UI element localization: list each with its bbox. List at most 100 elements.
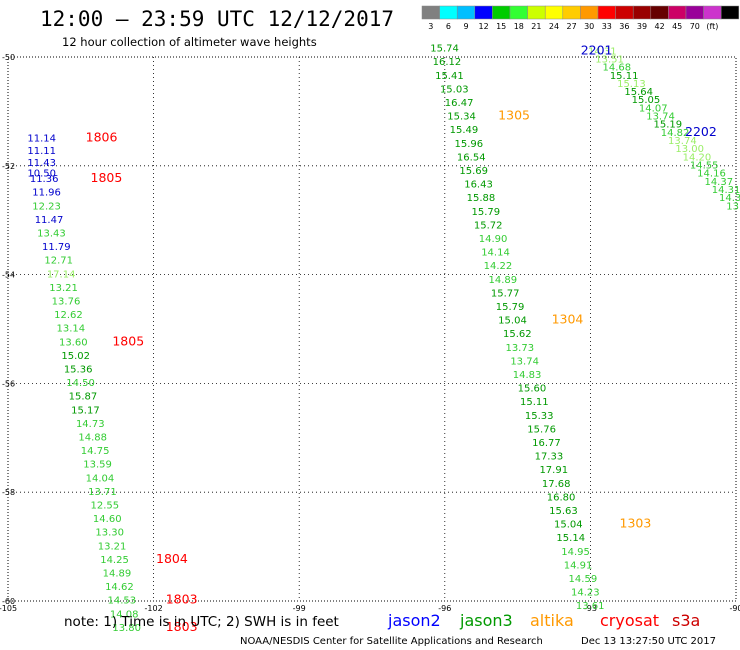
wave-height-value: 16.47 [445,98,474,109]
wave-height-value: 14.90 [479,234,508,245]
wave-height-value: 14.22 [484,261,513,272]
legend-label: 9 [463,22,468,31]
legend-swatch [492,5,511,20]
pass-number-label: 1805 [91,170,123,185]
wave-height-value: 13.80 [112,623,141,634]
x-tick-label: -90 [729,604,740,613]
wave-height-value: 11.47 [35,215,64,226]
footer-timestamp: Dec 13 13:27:50 UTC 2017 [581,636,716,647]
legend-swatch [439,5,458,20]
y-tick-label: -54 [2,271,15,280]
x-axis-ticks: -105 -102 -99 -96 -93 -90 [0,604,740,613]
legend-label: 42 [655,22,665,31]
wave-height-value: 14.89 [488,275,517,286]
wave-height-value: 10.50 [27,169,56,180]
wave-height-value: 15.87 [69,392,98,403]
wave-height-value: 15.36 [64,365,93,376]
wave-height-value: 17.68 [542,479,571,490]
wave-height-value: 13.30 [95,528,124,539]
wave-height-value: 15.05 [632,95,661,106]
legend-swatch [720,5,740,20]
wave-height-value: 13.74 [510,356,539,367]
pass-number-label: 1305 [498,108,530,123]
legend-swatch [421,5,440,20]
satellite-name: cryosat [600,611,659,630]
y-axis-ticks: -50 -52 -54 -56 -58 -60 [2,53,15,606]
wave-height-value: 14.37 [704,177,733,188]
wave-height-value: 13.43 [37,229,66,240]
wave-height-value: 13.00 [675,144,704,155]
footer-note: note: 1) Time is in UTC; 2) SWH is in fe… [64,614,339,630]
legend-swatch [685,5,704,20]
wave-height-value: 14.89 [103,569,132,580]
legend-swatch [527,5,546,20]
wave-height-value: 11.43 [27,158,56,169]
legend-swatch [509,5,528,20]
wave-height-value: 15.11 [610,71,639,82]
wave-height-value: 13.14 [57,324,86,335]
pass-number-label: 2202 [685,124,717,139]
x-tick-label: -99 [293,604,306,613]
satellite-legend: jason2 jason3 altika cryosat s3a [387,611,700,630]
legend-swatch [456,5,476,20]
wave-height-value: 15.33 [525,411,554,422]
wave-height-value: 14.82 [661,128,690,139]
wave-height-value: 16.12 [433,57,462,68]
wave-height-value: 14.25 [100,555,129,566]
wave-height-value: 14.53 [107,596,136,607]
legend-label: 21 [531,22,541,31]
wave-height-value: 13.51 [595,54,624,65]
wave-height-value: 11.36 [30,174,59,185]
wave-height-value: 12.71 [44,256,73,267]
wave-height-value: 15.72 [474,220,503,231]
wave-height-value: 14.59 [569,574,598,585]
legend-swatch [597,5,616,20]
wave-height-value: 15.13 [617,79,646,90]
legend-swatch [703,5,722,20]
x-tick-label: -96 [438,604,451,613]
wave-height-value: 13.21 [49,283,78,294]
wave-height-value: 15.11 [520,397,549,408]
y-tick-label: -52 [2,162,15,171]
wave-height-value: 14.23 [571,588,600,599]
wave-height-value: 14.62 [105,582,134,593]
wave-height-value: 14.91 [564,560,593,571]
wave-height-value: 12.55 [91,501,120,512]
wave-height-value: 15.41 [435,71,464,82]
wave-height-value: 14.88 [78,433,107,444]
wave-height-value: 15.76 [527,424,556,435]
wave-height-value: 15.34 [447,112,476,123]
wave-height-value: 13.74 [668,136,697,147]
legend-swatch [474,5,493,20]
legend-label: 24 [549,22,559,31]
legend-label: 70 [690,22,700,31]
y-tick-label: -58 [2,488,15,497]
wave-height-value: 13.21 [98,541,127,552]
pass-number-label: 1805 [112,333,144,348]
wave-height-value: 14.20 [683,152,712,163]
wave-height-value: 14.14 [481,248,510,259]
wave-height-value: 13.6 [726,201,740,212]
wave-height-value: 15.74 [430,44,459,55]
pass-labels: 1806 1805 1805 1804 1803 1803 1305 1304 1303 2201… [86,42,717,634]
satellite-name: s3a [672,611,700,630]
wave-height-value: 15.04 [554,520,583,531]
wave-height-value: 14.31 [712,185,740,196]
legend-label: 36 [619,22,629,31]
footer-credit: NOAA/NESDIS Center for Satellite Applica… [240,636,543,647]
wave-height-value: 15.88 [467,193,496,204]
wave-height-value: 15.17 [71,405,100,416]
legend-swatch [632,5,652,20]
wave-height-value: 11.11 [27,146,56,157]
wave-height-value: 13.73 [505,343,534,354]
wave-height-value: 12.62 [54,310,83,321]
wave-height-value: 14.07 [639,103,668,114]
pass-number-label: 1803 [166,619,198,634]
wave-height-value: 13.59 [83,460,112,471]
wave-height-value: 12.23 [32,201,61,212]
pass-number-label: 1804 [156,551,188,566]
wave-height-value: 13.76 [52,297,81,308]
wave-height-value: 17.91 [539,465,568,476]
